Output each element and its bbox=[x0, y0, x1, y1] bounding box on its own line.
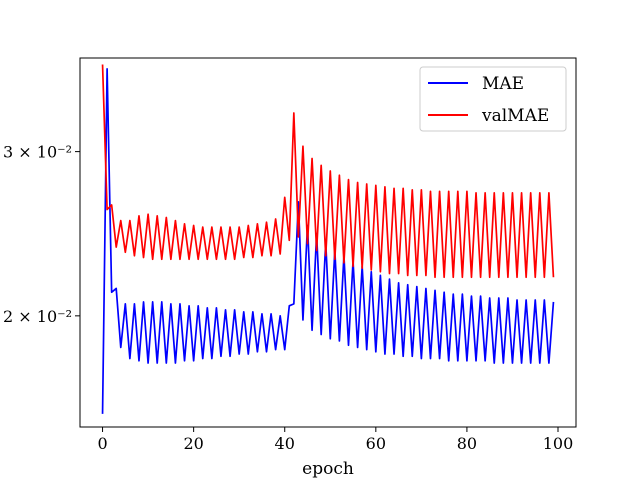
x-tick-label: 0 bbox=[97, 434, 107, 453]
x-tick-label: 60 bbox=[366, 434, 386, 453]
y-tick-label: 3 × 10⁻² bbox=[3, 143, 72, 162]
plot-frame bbox=[79, 57, 577, 428]
x-axis-title: epoch bbox=[302, 459, 354, 479]
legend: MAE valMAE bbox=[419, 66, 567, 132]
series-line-valmae bbox=[101, 64, 555, 279]
legend-label-mae: MAE bbox=[482, 74, 524, 94]
legend-label-valmae: valMAE bbox=[481, 106, 549, 126]
x-tick-label: 40 bbox=[275, 434, 295, 453]
x-axis: 0 20 40 60 80 100 bbox=[97, 427, 573, 453]
y-axis: 3 × 10⁻² 2 × 10⁻² bbox=[3, 143, 80, 326]
x-tick-label: 80 bbox=[457, 434, 477, 453]
x-tick-label: 100 bbox=[543, 434, 574, 453]
series-line-mae bbox=[101, 68, 555, 414]
series-layer bbox=[101, 64, 555, 414]
x-tick-label: 20 bbox=[183, 434, 203, 453]
y-tick-label: 2 × 10⁻² bbox=[3, 307, 72, 326]
